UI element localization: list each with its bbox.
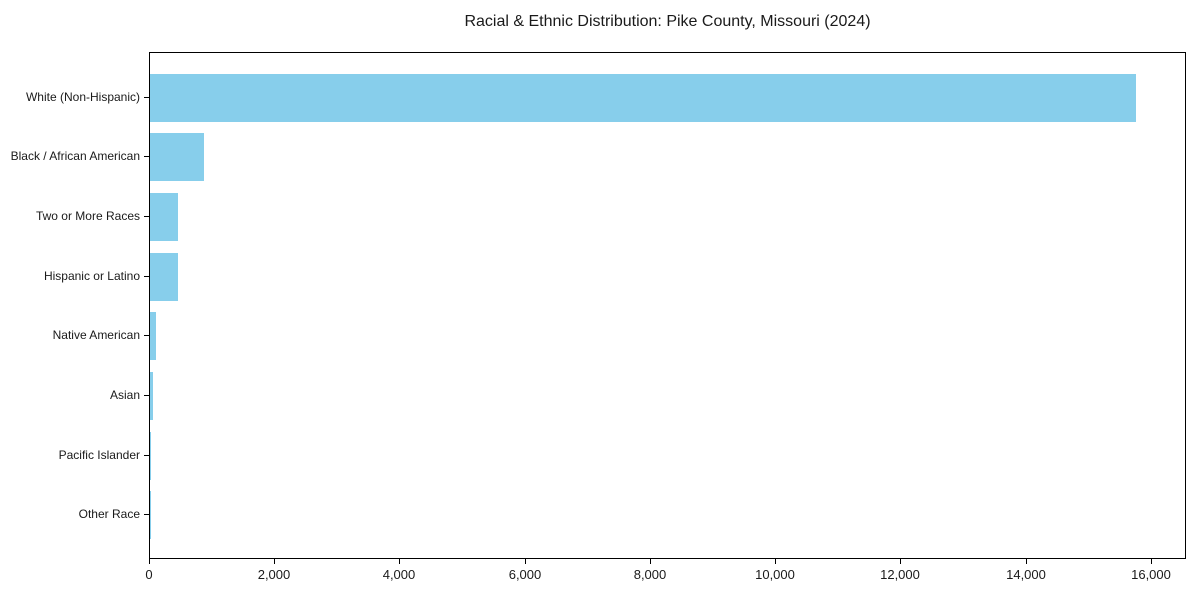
x-tick-label: 4,000 xyxy=(382,567,416,582)
y-tick-label: Pacific Islander xyxy=(58,448,140,462)
x-tick-mark xyxy=(650,559,651,564)
x-tick-label: 14,000 xyxy=(1006,567,1046,582)
x-tick-mark xyxy=(900,559,901,564)
x-tick-label: 12,000 xyxy=(880,567,920,582)
x-tick-mark xyxy=(149,559,150,564)
x-tick-mark xyxy=(525,559,526,564)
y-tick-mark xyxy=(144,455,149,456)
y-tick-label: White (Non-Hispanic) xyxy=(25,90,140,104)
bar xyxy=(150,133,204,181)
y-tick-mark xyxy=(144,97,149,98)
y-tick-label: Native American xyxy=(52,328,140,342)
x-tick-mark xyxy=(274,559,275,564)
bar xyxy=(150,193,179,241)
y-tick-label: Black / African American xyxy=(10,149,140,163)
x-tick-label: 16,000 xyxy=(1131,567,1171,582)
bar xyxy=(150,372,154,420)
x-tick-mark xyxy=(399,559,400,564)
y-tick-mark xyxy=(144,395,149,396)
x-tick-label: 10,000 xyxy=(755,567,795,582)
x-tick-mark xyxy=(1151,559,1152,564)
x-tick-mark xyxy=(1026,559,1027,564)
y-tick-label: Asian xyxy=(109,388,140,402)
x-tick-label: 0 xyxy=(145,567,153,582)
y-tick-mark xyxy=(144,156,149,157)
y-tick-label: Hispanic or Latino xyxy=(43,269,140,283)
y-tick-mark xyxy=(144,216,149,217)
y-tick-label: Two or More Races xyxy=(35,209,140,223)
y-tick-mark xyxy=(144,514,149,515)
x-tick-label: 6,000 xyxy=(508,567,542,582)
bar xyxy=(150,312,156,360)
plot-area xyxy=(149,52,1186,559)
x-tick-mark xyxy=(775,559,776,564)
y-tick-mark xyxy=(144,276,149,277)
bar xyxy=(150,432,152,480)
x-tick-label: 8,000 xyxy=(633,567,667,582)
y-axis-labels: White (Non-Hispanic) Black / African Amer… xyxy=(0,52,140,559)
bar xyxy=(150,253,178,301)
bar xyxy=(150,74,1136,122)
y-tick-label: Other Race xyxy=(78,507,140,521)
y-tick-mark xyxy=(144,335,149,336)
chart-title: Racial & Ethnic Distribution: Pike Count… xyxy=(464,13,871,30)
x-tick-label: 2,000 xyxy=(257,567,291,582)
